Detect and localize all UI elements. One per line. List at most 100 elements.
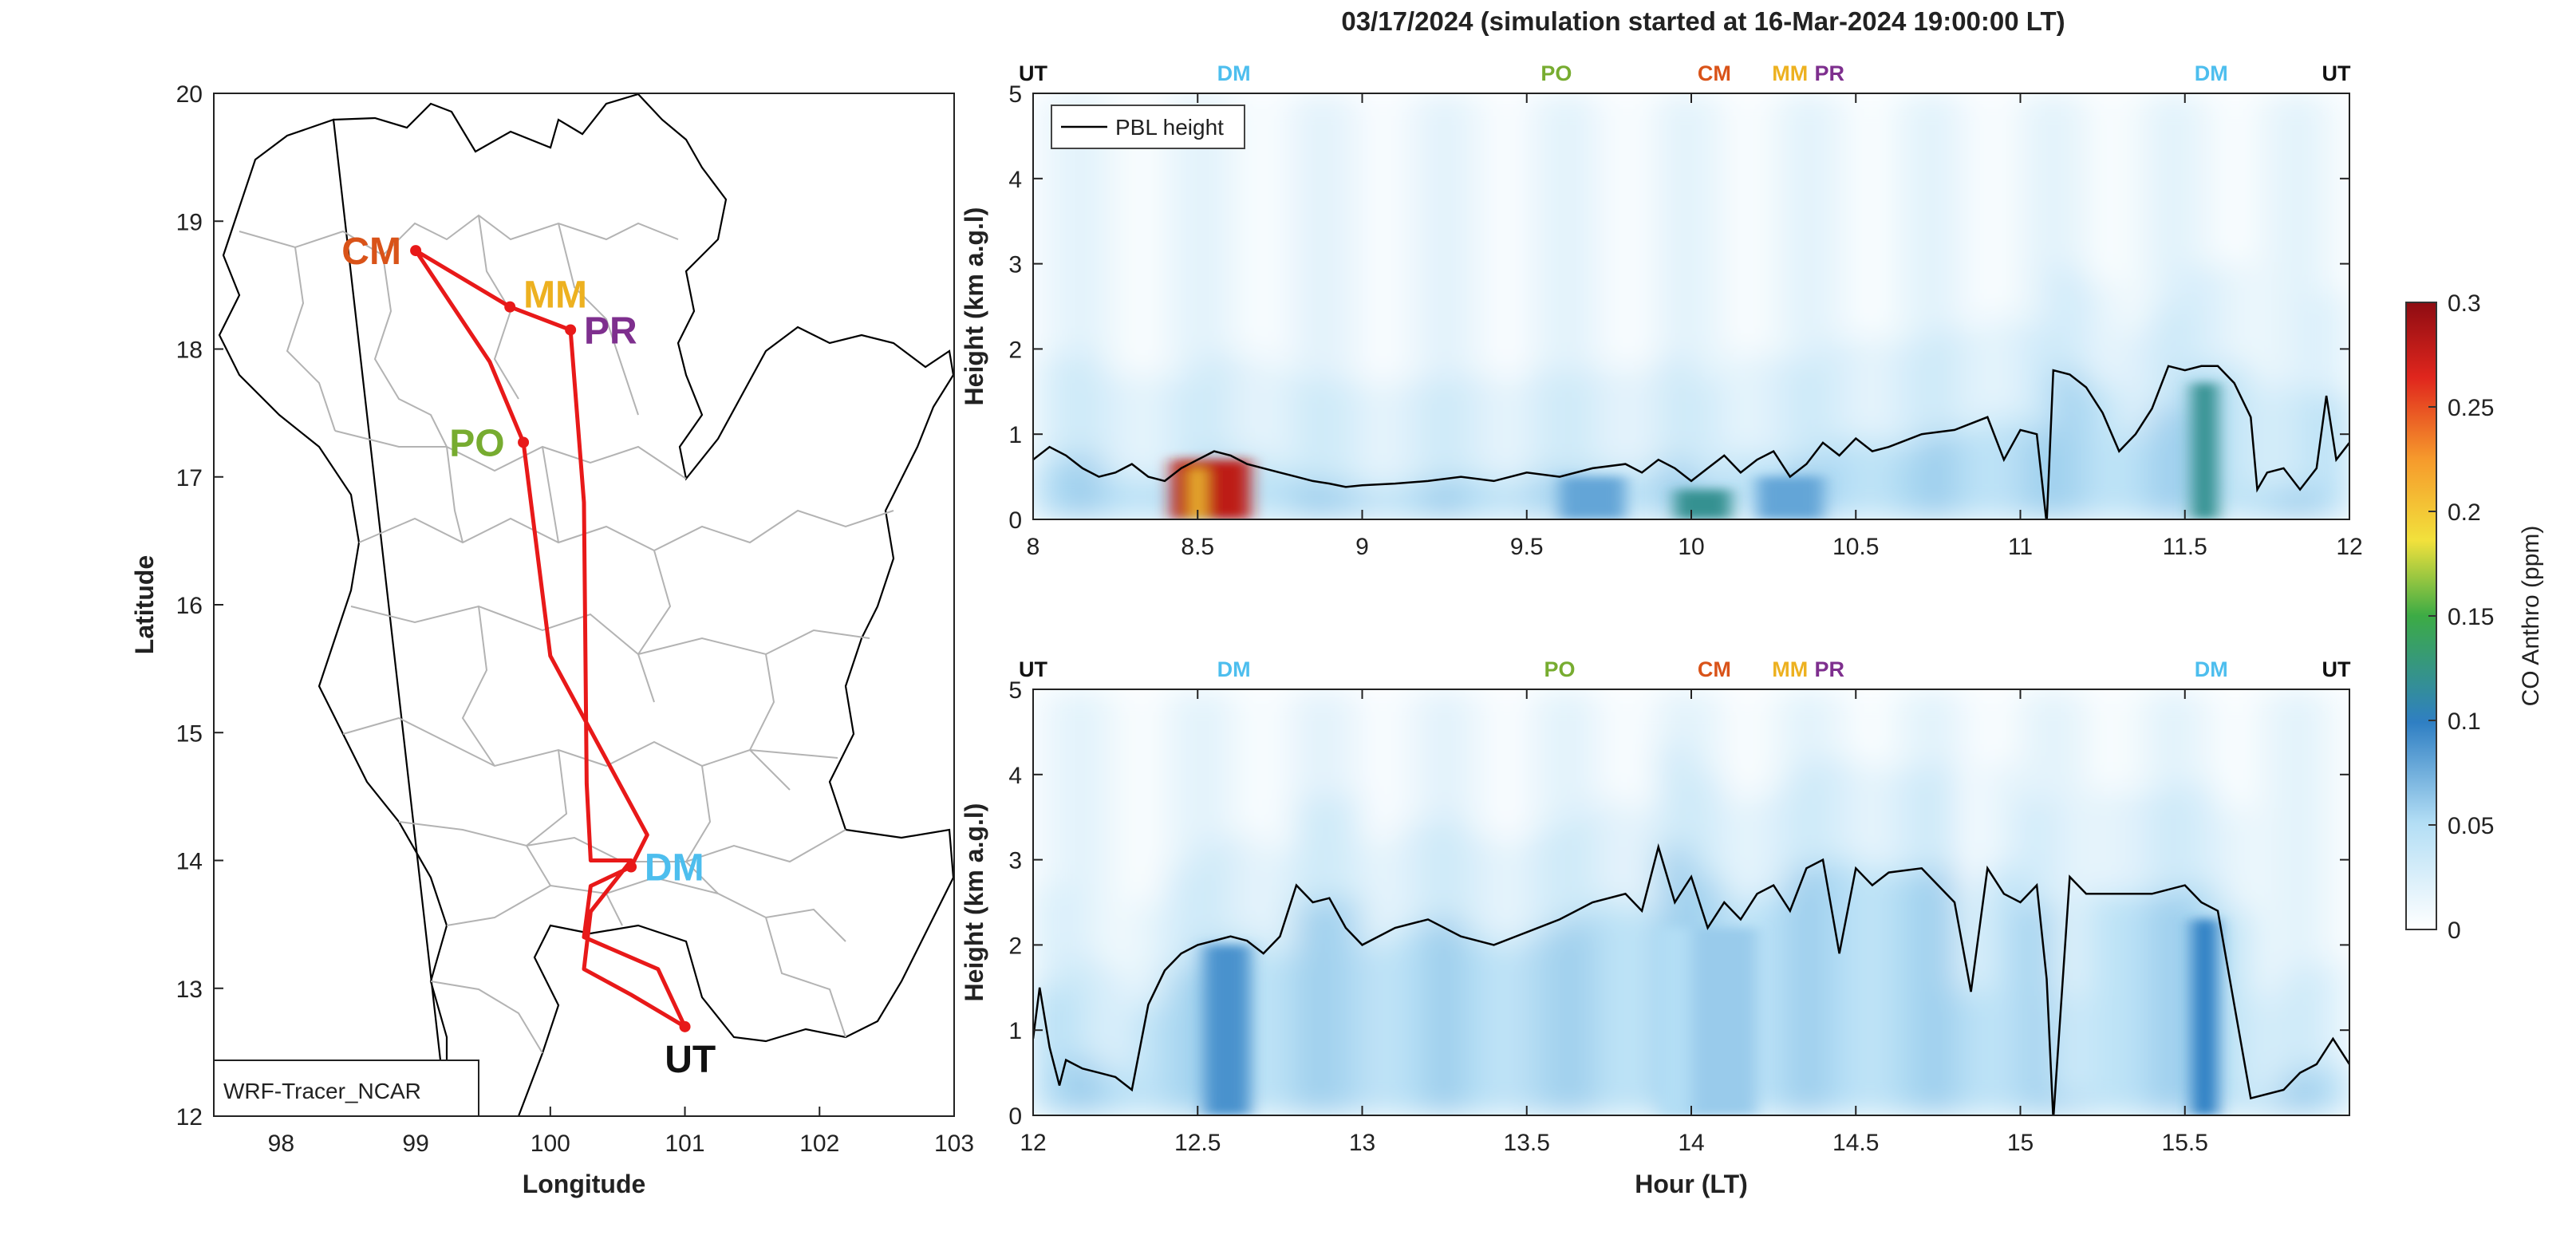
heat-cell [1329, 483, 1363, 519]
heat-cell [1658, 689, 1692, 745]
ytick-label: 0 [1008, 507, 1022, 534]
plume [1204, 945, 1251, 1115]
map-ytick-label: 18 [176, 337, 203, 364]
heat-cell [1099, 1072, 1133, 1115]
colorbar-tick-label: 0.05 [2448, 813, 2494, 839]
heat-cell [2218, 263, 2252, 366]
heat-cell [2020, 689, 2054, 800]
heat-cell [1033, 460, 1067, 519]
heat-cell [2218, 365, 2252, 519]
heat-cell [1099, 689, 1133, 971]
map-ytick-label: 17 [176, 465, 203, 491]
heat-cell [1888, 345, 1923, 448]
heat-cell [2283, 489, 2318, 519]
heat-cell [1625, 93, 1659, 371]
heat-cell [1329, 381, 1363, 484]
xtick-label: 11 [2008, 534, 2033, 560]
plume [1675, 489, 1731, 519]
heat-cell [1362, 485, 1396, 519]
xtick-label: 15 [2007, 1130, 2034, 1156]
heat-cell [2119, 894, 2153, 1115]
heat-cell [2053, 267, 2087, 371]
heat-cell [2184, 689, 2219, 783]
heat-cell [1955, 689, 1989, 890]
heat-cell [1493, 689, 1528, 843]
heat-cell [1526, 93, 1560, 371]
station-label-po: PO [449, 422, 504, 464]
heat-cell [1560, 93, 1594, 375]
heat-cell [1526, 370, 1560, 473]
heat-cell [2316, 1064, 2349, 1115]
heat-cell [1955, 327, 1989, 430]
heat-cell [1461, 936, 1495, 1115]
ytick-label: 3 [1008, 848, 1022, 874]
map-ytick-label: 19 [176, 209, 203, 235]
heat-cell [1395, 689, 1429, 826]
bottom-plumes [1204, 919, 2218, 1115]
heat-cell [2053, 93, 2087, 268]
heat-cell [1165, 970, 1199, 1115]
heat-cell [1921, 332, 1955, 435]
heat-cell [1461, 93, 1495, 375]
heat-cell [1658, 93, 1692, 358]
heat-cell [2251, 93, 2285, 388]
top-label-ut: UT [2322, 657, 2351, 681]
heat-cell [2086, 285, 2120, 388]
heat-cell [1263, 365, 1297, 468]
heat-cell [1263, 953, 1297, 1115]
heat-cell [1592, 689, 1627, 800]
heat-cell [1033, 885, 1067, 988]
heat-cell [1592, 799, 1627, 902]
top-pbl-line [1033, 365, 2349, 519]
map-xtick-label: 101 [665, 1131, 705, 1157]
country-outline [218, 93, 954, 1116]
heat-cell [1066, 353, 1100, 456]
bottom-xlabel: Hour (LT) [1635, 1170, 1748, 1198]
heat-cell [1131, 476, 1166, 519]
map-ylabel: Latitude [130, 555, 159, 654]
map-xlabel: Longitude [523, 1170, 646, 1198]
heat-cell [1461, 374, 1495, 477]
heat-cell [2218, 808, 2252, 911]
station-label-dm: DM [645, 847, 704, 890]
heat-cell [1789, 93, 1824, 362]
heat-cell [1033, 689, 1067, 886]
heat-cell [2316, 396, 2349, 519]
heat-cell [1362, 383, 1396, 486]
heat-cell [2119, 332, 2153, 435]
heat-cell [2316, 93, 2349, 294]
plume [1658, 928, 1691, 1115]
top-label-ut: UT [1019, 61, 1047, 85]
map-ytick-label: 16 [176, 593, 203, 619]
colorbar-tick-label: 0.25 [2448, 395, 2494, 421]
top-label-po: PO [1540, 61, 1572, 85]
station-label-ut: UT [665, 1039, 716, 1081]
top-label-po: PO [1544, 657, 1575, 681]
heat-cell [1856, 766, 1890, 869]
heat-cell [1296, 93, 1331, 379]
heat-cell [1197, 689, 1232, 843]
heat-cell [1395, 381, 1429, 484]
heat-cell [1165, 689, 1199, 869]
heat-cell [2184, 783, 2219, 886]
heat-cell [1395, 483, 1429, 519]
ytick-label: 3 [1008, 252, 1022, 278]
heat-cell [1757, 357, 1791, 460]
heat-cell [2020, 327, 2054, 430]
top-label-ut: UT [2322, 61, 2351, 85]
heat-cell [2251, 1098, 2285, 1115]
top-label-dm: DM [2195, 61, 2228, 85]
heat-cell [1560, 919, 1594, 1115]
heat-cell [1461, 689, 1495, 835]
colorbar-ticks: 0 0.05 0.1 0.15 0.2 0.25 0.3 [2428, 290, 2494, 944]
heat-cell [1526, 472, 1560, 519]
heat-cell [1987, 689, 2022, 767]
heat-cell [1888, 689, 1923, 771]
heat-cell [2283, 387, 2318, 490]
heat-cell [1526, 689, 1560, 831]
map-ticks: 98 99 100 101 102 103 12 13 14 15 16 17 18 19 20 [176, 81, 974, 1157]
heat-cell [1888, 872, 1923, 1115]
station-dot-dm [625, 861, 637, 873]
heat-cell [1461, 476, 1495, 519]
route-line [414, 248, 687, 1029]
